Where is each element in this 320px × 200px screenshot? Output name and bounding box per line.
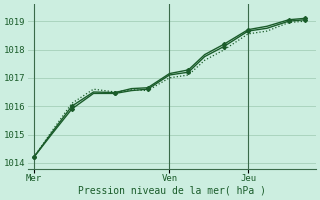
X-axis label: Pression niveau de la mer( hPa ): Pression niveau de la mer( hPa )	[78, 186, 266, 196]
